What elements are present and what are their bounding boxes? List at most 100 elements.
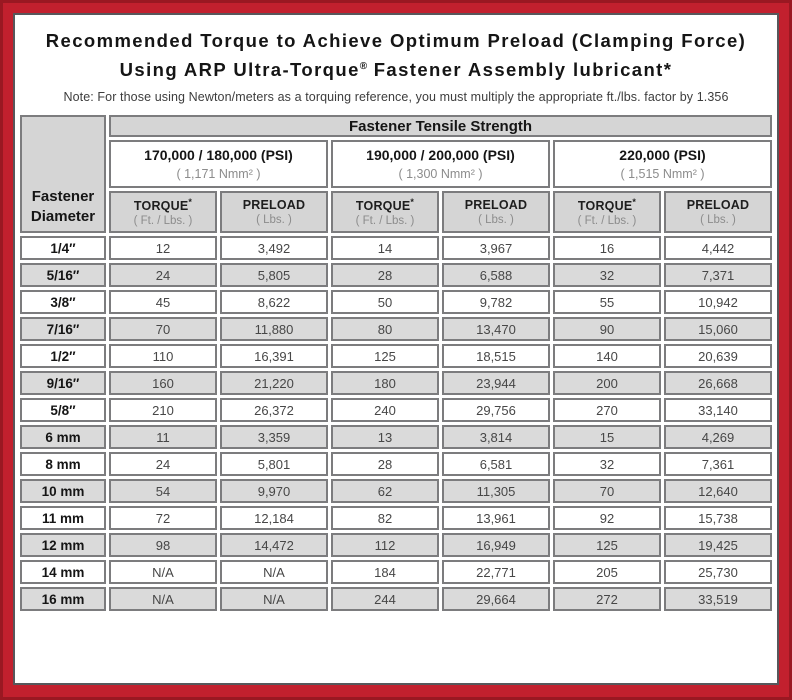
preload-value-cell: 19,425: [664, 533, 772, 558]
table-row: 10 mm 54 9,970 62 11,305 70 12,640: [20, 479, 772, 504]
preload-value-cell: 25,730: [664, 560, 772, 585]
torque-column-header: TORQUE* ( Ft. / Lbs. ): [553, 191, 661, 234]
torque-value-cell: 200: [553, 371, 661, 396]
fastener-diameter-cell: 8 mm: [20, 452, 106, 477]
torque-value-cell: 160: [109, 371, 217, 396]
table-row: 5/8″ 210 26,372 240 29,756 270 33,140: [20, 398, 772, 423]
torque-value-cell: 112: [331, 533, 439, 558]
preload-value-cell: 16,949: [442, 533, 550, 558]
preload-value-cell: 3,359: [220, 425, 328, 450]
preload-value-cell: N/A: [220, 560, 328, 585]
preload-value-cell: 11,880: [220, 317, 328, 342]
psi-group-header-220: 220,000 (PSI) ( 1,515 Nmm² ): [553, 140, 772, 189]
torque-value-cell: 205: [553, 560, 661, 585]
table-row: 7/16″ 70 11,880 80 13,470 90 15,060: [20, 317, 772, 342]
fastener-diameter-cell: 14 mm: [20, 560, 106, 585]
fastener-diameter-cell: 1/2″: [20, 344, 106, 369]
preload-value-cell: 11,305: [442, 479, 550, 504]
torque-value-cell: 16: [553, 236, 661, 261]
torque-value-cell: 92: [553, 506, 661, 531]
preload-value-cell: 9,970: [220, 479, 328, 504]
fastener-diameter-cell: 3/8″: [20, 290, 106, 315]
fastener-diameter-cell: 7/16″: [20, 317, 106, 342]
torque-value-cell: 50: [331, 290, 439, 315]
torque-value-cell: 13: [331, 425, 439, 450]
torque-value-cell: 24: [109, 452, 217, 477]
torque-value-cell: 55: [553, 290, 661, 315]
preload-value-cell: 33,140: [664, 398, 772, 423]
table-row: 8 mm 24 5,801 28 6,581 32 7,361: [20, 452, 772, 477]
preload-value-cell: 7,371: [664, 263, 772, 288]
preload-value-cell: 29,664: [442, 587, 550, 612]
preload-value-cell: 4,442: [664, 236, 772, 261]
preload-value-cell: 16,391: [220, 344, 328, 369]
torque-value-cell: 12: [109, 236, 217, 261]
fastener-diameter-cell: 5/8″: [20, 398, 106, 423]
torque-value-cell: 125: [331, 344, 439, 369]
preload-column-header: PRELOAD ( Lbs. ): [442, 191, 550, 234]
group-header-row: Fastener Diameter Fastener Tensile Stren…: [20, 115, 772, 234]
table-row: 14 mm N/A N/A 184 22,771 205 25,730: [20, 560, 772, 585]
page-title: Recommended Torque to Achieve Optimum Pr…: [25, 27, 767, 84]
preload-value-cell: 7,361: [664, 452, 772, 477]
asterisk-mark: *: [410, 197, 415, 208]
torque-value-cell: 240: [331, 398, 439, 423]
torque-value-cell: 62: [331, 479, 439, 504]
title-block: Recommended Torque to Achieve Optimum Pr…: [17, 15, 775, 112]
fastener-diameter-cell: 12 mm: [20, 533, 106, 558]
preload-value-cell: 29,756: [442, 398, 550, 423]
fastener-diameter-cell: 10 mm: [20, 479, 106, 504]
preload-value-cell: 33,519: [664, 587, 772, 612]
torque-value-cell: 98: [109, 533, 217, 558]
note-text: Note: For those using Newton/meters as a…: [63, 90, 729, 105]
torque-value-cell: 210: [109, 398, 217, 423]
torque-table-body: 1/4″ 12 3,492 14 3,967 16 4,442 5/16″ 24 5,805 28 6…: [20, 236, 772, 612]
preload-value-cell: 5,801: [220, 452, 328, 477]
torque-value-cell: 125: [553, 533, 661, 558]
table-row: 1/2″ 110 16,391 125 18,515 140 20,639: [20, 344, 772, 369]
preload-column-header: PRELOAD ( Lbs. ): [664, 191, 772, 234]
torque-value-cell: 140: [553, 344, 661, 369]
preload-value-cell: 22,771: [442, 560, 550, 585]
preload-value-cell: 21,220: [220, 371, 328, 396]
preload-value-cell: 3,492: [220, 236, 328, 261]
tensile-strength-header: Fastener Tensile Strength: [109, 115, 772, 138]
torque-value-cell: N/A: [109, 560, 217, 585]
psi-group-header-170-180: 170,000 / 180,000 (PSI) ( 1,171 Nmm² ): [109, 140, 328, 189]
torque-value-cell: 80: [331, 317, 439, 342]
preload-value-cell: 26,668: [664, 371, 772, 396]
table-row: 11 mm 72 12,184 82 13,961 92 15,738: [20, 506, 772, 531]
preload-value-cell: 15,738: [664, 506, 772, 531]
fastener-diameter-cell: 1/4″: [20, 236, 106, 261]
preload-value-cell: 18,515: [442, 344, 550, 369]
torque-table-header: Fastener Diameter Fastener Tensile Stren…: [20, 115, 772, 234]
table-row: 6 mm 11 3,359 13 3,814 15 4,269: [20, 425, 772, 450]
torque-table: Fastener Diameter Fastener Tensile Stren…: [17, 112, 775, 614]
registered-trademark-symbol: ®: [359, 60, 368, 72]
preload-value-cell: 3,967: [442, 236, 550, 261]
torque-value-cell: 272: [553, 587, 661, 612]
preload-value-cell: 13,961: [442, 506, 550, 531]
preload-value-cell: 14,472: [220, 533, 328, 558]
preload-value-cell: 23,944: [442, 371, 550, 396]
torque-value-cell: 180: [331, 371, 439, 396]
torque-value-cell: 244: [331, 587, 439, 612]
torque-value-cell: 14: [331, 236, 439, 261]
psi-header-row: 170,000 / 180,000 (PSI) ( 1,171 Nmm² ) 1…: [20, 140, 772, 189]
fastener-diameter-cell: 5/16″: [20, 263, 106, 288]
preload-value-cell: 6,588: [442, 263, 550, 288]
preload-value-cell: 20,639: [664, 344, 772, 369]
column-header-row: TORQUE* ( Ft. / Lbs. ) PRELOAD ( Lbs. ) …: [20, 191, 772, 234]
torque-value-cell: 70: [553, 479, 661, 504]
torque-value-cell: 54: [109, 479, 217, 504]
torque-value-cell: 72: [109, 506, 217, 531]
preload-value-cell: 12,184: [220, 506, 328, 531]
torque-column-header: TORQUE* ( Ft. / Lbs. ): [331, 191, 439, 234]
torque-value-cell: 28: [331, 263, 439, 288]
content-panel: Recommended Torque to Achieve Optimum Pr…: [13, 13, 779, 685]
torque-value-cell: 184: [331, 560, 439, 585]
page-title-line1: Recommended Torque to Achieve Optimum Pr…: [45, 30, 747, 51]
torque-value-cell: 24: [109, 263, 217, 288]
torque-value-cell: 32: [553, 452, 661, 477]
